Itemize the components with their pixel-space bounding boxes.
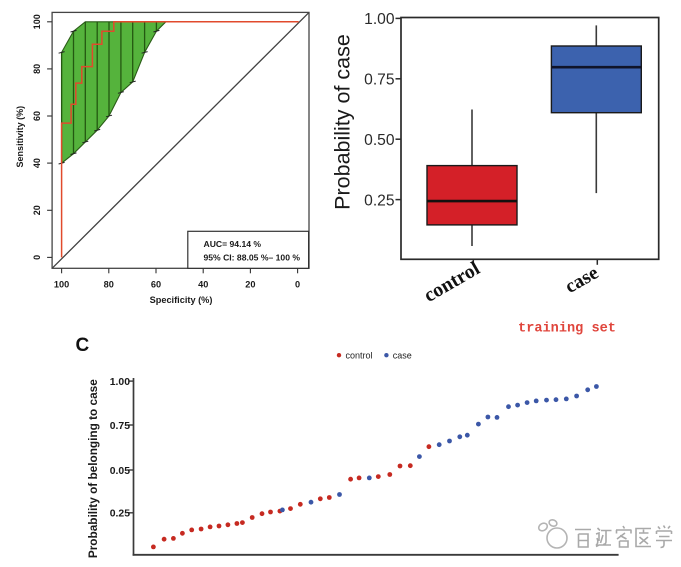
svg-text:60: 60 <box>32 111 42 121</box>
svg-text:control: control <box>420 257 484 307</box>
svg-text:case: case <box>393 350 412 360</box>
svg-text:0.05: 0.05 <box>110 466 130 477</box>
svg-text:training set: training set <box>518 322 616 337</box>
svg-text:60: 60 <box>151 280 161 290</box>
svg-text:AUC= 94.14 %: AUC= 94.14 % <box>204 239 262 249</box>
svg-text:0: 0 <box>295 280 300 290</box>
svg-text:0.25: 0.25 <box>364 192 395 209</box>
svg-text:40: 40 <box>198 280 208 290</box>
svg-text:40: 40 <box>32 158 42 168</box>
svg-text:100: 100 <box>32 14 42 29</box>
svg-text:case: case <box>562 262 603 298</box>
svg-text:0.25: 0.25 <box>110 509 130 520</box>
svg-text:1.00: 1.00 <box>110 377 130 388</box>
svg-text:C: C <box>76 335 90 356</box>
svg-text:control: control <box>346 350 373 360</box>
svg-text:80: 80 <box>104 280 114 290</box>
svg-text:Probability of case: Probability of case <box>331 34 355 210</box>
svg-text:20: 20 <box>32 205 42 215</box>
svg-text:95% CI: 88.05 %– 100 %: 95% CI: 88.05 %– 100 % <box>204 253 301 263</box>
svg-text:100: 100 <box>54 280 69 290</box>
svg-text:0.75: 0.75 <box>364 72 395 89</box>
svg-text:20: 20 <box>245 280 255 290</box>
svg-text:0.50: 0.50 <box>364 132 395 149</box>
svg-text:80: 80 <box>32 64 42 74</box>
svg-text:0: 0 <box>32 255 42 260</box>
svg-text:Sensitivity (%): Sensitivity (%) <box>15 106 25 168</box>
svg-text:Probability of belonging to ca: Probability of belonging to case <box>86 379 100 558</box>
svg-text:0.75: 0.75 <box>110 421 130 432</box>
svg-text:Specificity (%): Specificity (%) <box>150 295 213 305</box>
svg-text:1.00: 1.00 <box>364 11 395 28</box>
